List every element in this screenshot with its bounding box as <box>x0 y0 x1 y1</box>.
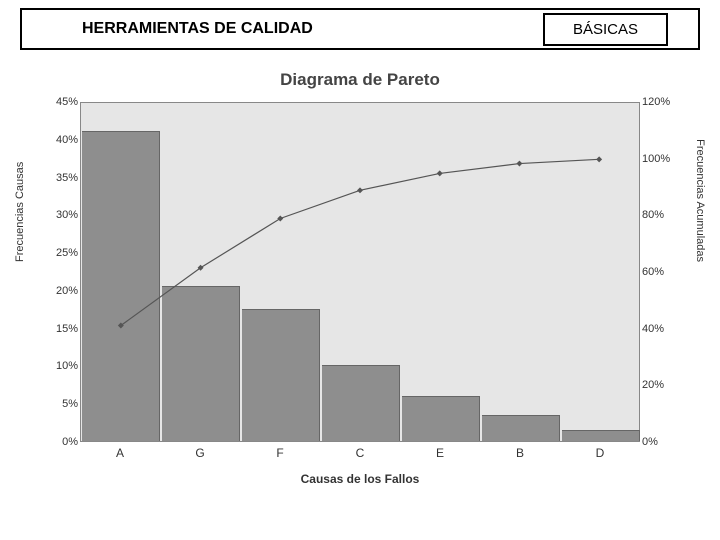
line-marker <box>516 161 522 167</box>
y2-ticks: 0%20%40%60%80%100%120% <box>642 102 680 442</box>
y2-tick: 100% <box>642 153 680 165</box>
line-overlay <box>81 103 639 441</box>
line-marker <box>277 216 283 222</box>
x-tick: B <box>516 446 524 460</box>
x-tick: D <box>596 446 605 460</box>
y2-tick: 0% <box>642 436 680 448</box>
y2-tick: 40% <box>642 323 680 335</box>
header-box: HERRAMIENTAS DE CALIDAD BÁSICAS <box>20 8 700 50</box>
y1-axis-label: Frecuencias Causas <box>14 162 26 262</box>
y1-tick: 20% <box>40 285 78 297</box>
y1-tick: 15% <box>40 323 78 335</box>
y2-tick: 20% <box>642 379 680 391</box>
y2-axis-label: Frecuencias Acumuladas <box>694 139 706 262</box>
y2-tick: 120% <box>642 96 680 108</box>
x-tick: C <box>356 446 365 460</box>
pareto-chart: Diagrama de Pareto Frecuencias Causas Fr… <box>20 70 700 530</box>
line-marker <box>596 156 602 162</box>
cumulative-line <box>121 159 599 325</box>
y1-tick: 35% <box>40 172 78 184</box>
y1-tick: 40% <box>40 134 78 146</box>
x-tick: G <box>195 446 204 460</box>
x-axis-label: Causas de los Fallos <box>20 472 700 486</box>
y1-tick: 25% <box>40 247 78 259</box>
line-marker <box>357 187 363 193</box>
y2-tick: 60% <box>642 266 680 278</box>
y1-ticks: 0%5%10%15%20%25%30%35%40%45% <box>40 102 78 442</box>
line-marker <box>437 170 443 176</box>
y1-tick: 45% <box>40 96 78 108</box>
y1-tick: 0% <box>40 436 78 448</box>
y2-tick: 80% <box>642 209 680 221</box>
header-badge: BÁSICAS <box>543 13 668 46</box>
header-title: HERRAMIENTAS DE CALIDAD <box>22 20 543 38</box>
x-ticks: AGFCEBD <box>80 446 640 464</box>
x-tick: F <box>276 446 283 460</box>
chart-title: Diagrama de Pareto <box>20 70 700 90</box>
x-tick: E <box>436 446 444 460</box>
x-tick: A <box>116 446 124 460</box>
y1-tick: 10% <box>40 360 78 372</box>
y1-tick: 5% <box>40 398 78 410</box>
plot-area <box>80 102 640 442</box>
y1-tick: 30% <box>40 209 78 221</box>
plot-outer: Frecuencias Causas Frecuencias Acumulada… <box>20 102 700 502</box>
